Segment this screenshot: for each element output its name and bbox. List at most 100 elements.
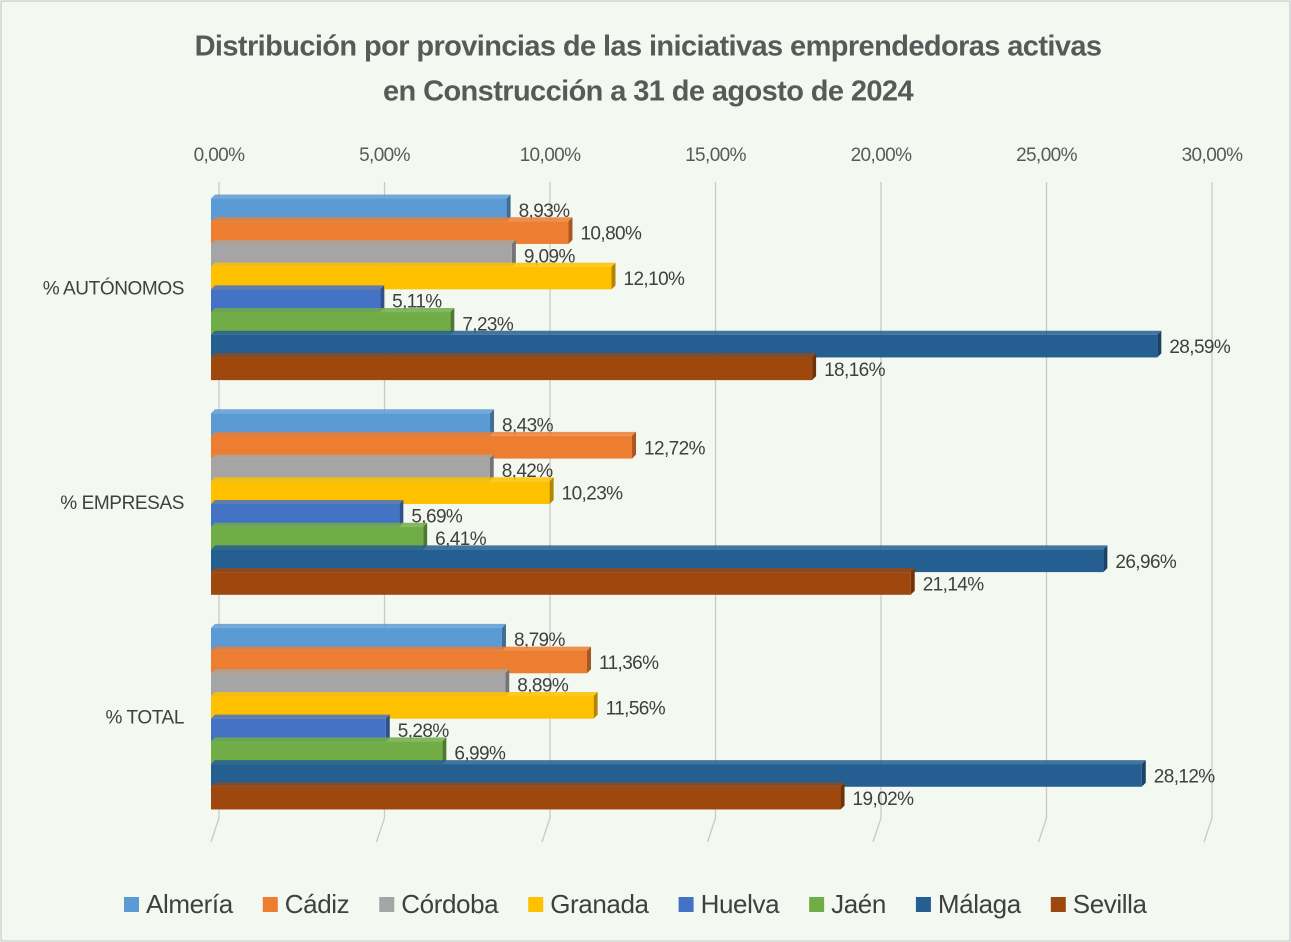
bar-side [568, 217, 573, 244]
grid-foot [1037, 817, 1048, 843]
bar-top [211, 477, 554, 482]
data-label: 8,93% [519, 201, 571, 222]
legend-swatch [262, 897, 278, 912]
bar [211, 312, 451, 335]
bar-group [211, 330, 1162, 358]
data-label: 6,99% [454, 744, 506, 765]
bar-top [211, 568, 915, 573]
data-label: 21,14% [923, 574, 985, 595]
x-tick-label: 10,00% [520, 145, 582, 166]
bar [211, 243, 512, 267]
bar [211, 504, 400, 527]
bar-group [211, 217, 573, 244]
chart-title: Distribución por provincias de las inici… [195, 31, 1102, 63]
bar-side [587, 646, 592, 674]
bar-group [211, 308, 455, 335]
chart-title: en Construcción a 31 de agosto de 2024 [383, 76, 913, 108]
bar-group [211, 454, 494, 482]
bar-side [380, 285, 385, 313]
bar [211, 718, 386, 742]
bar [211, 627, 502, 651]
bar-top [211, 353, 817, 358]
bar-top [211, 714, 390, 719]
bar [211, 334, 1158, 358]
x-tick-label: 0,00% [194, 145, 246, 166]
legend-swatch [124, 897, 139, 912]
y-tick-label: % EMPRESAS [60, 493, 184, 514]
bar-top [211, 646, 592, 651]
data-label: 8,79% [514, 630, 566, 651]
bar [211, 481, 550, 504]
bar-group [211, 568, 915, 595]
grid-foot [872, 817, 882, 843]
bar [211, 435, 633, 459]
bar [211, 526, 424, 550]
bar [211, 221, 569, 244]
bar-group [211, 194, 511, 222]
bar-group [211, 623, 506, 651]
data-label: 8,42% [502, 461, 554, 482]
bar-group [211, 760, 1146, 787]
bar-group [211, 782, 845, 810]
bar-group [211, 522, 428, 550]
x-tick-label: 30,00% [1182, 145, 1244, 166]
bar-group [211, 262, 616, 290]
grid-foot [375, 817, 386, 843]
data-label: 11,56% [606, 698, 666, 719]
bar-top [211, 545, 1108, 550]
bar [211, 289, 381, 313]
y-tick-label: % TOTAL [105, 708, 184, 729]
data-label: 6,41% [435, 529, 487, 550]
bar-top [211, 194, 511, 199]
bar [211, 413, 491, 436]
bar-side [399, 500, 404, 527]
bar-group [211, 285, 385, 313]
bar-top [211, 308, 455, 313]
data-label: 5,69% [411, 506, 463, 527]
bar-group [211, 409, 495, 436]
bar [211, 357, 813, 381]
bar-side [611, 262, 616, 290]
bar-group [211, 431, 637, 459]
data-label: 5,28% [398, 721, 450, 742]
x-tick-label: 15,00% [685, 145, 747, 166]
legend-swatch [678, 897, 694, 912]
bar-group [211, 239, 516, 267]
bar [211, 764, 1142, 787]
data-label: 7,23% [462, 314, 514, 335]
bar-group [211, 646, 592, 674]
legend-swatch [379, 897, 395, 912]
bar [211, 549, 1104, 573]
data-label: 12,72% [644, 438, 706, 459]
x-tick-label: 20,00% [851, 145, 913, 166]
bar [211, 673, 506, 696]
bar-side [632, 431, 637, 459]
legend-label: Granada [550, 889, 649, 919]
data-label: 28,59% [1169, 337, 1231, 358]
bar-side [490, 409, 495, 436]
bar-top [211, 522, 428, 527]
data-label: 26,96% [1115, 552, 1177, 573]
bar [211, 572, 911, 595]
bar-side [549, 477, 554, 504]
bar-top [211, 217, 573, 222]
bar-side [450, 308, 455, 335]
bar-side [593, 691, 598, 719]
legend-label: Almería [146, 889, 234, 919]
bar-side [812, 353, 817, 381]
legend-label: Sevilla [1073, 889, 1148, 919]
bar-group [211, 500, 404, 527]
data-label: 5,11% [392, 292, 442, 313]
grid-foot [541, 817, 551, 843]
bar-top [211, 239, 516, 244]
legend-swatch [915, 897, 931, 912]
data-label: 19,02% [853, 789, 915, 810]
data-label: 10,80% [580, 224, 642, 245]
bar-side [840, 782, 845, 810]
bar-top [211, 330, 1162, 335]
bar-top [211, 691, 598, 696]
legend-label: Córdoba [401, 889, 499, 919]
bar [211, 650, 588, 674]
bar [211, 198, 507, 222]
